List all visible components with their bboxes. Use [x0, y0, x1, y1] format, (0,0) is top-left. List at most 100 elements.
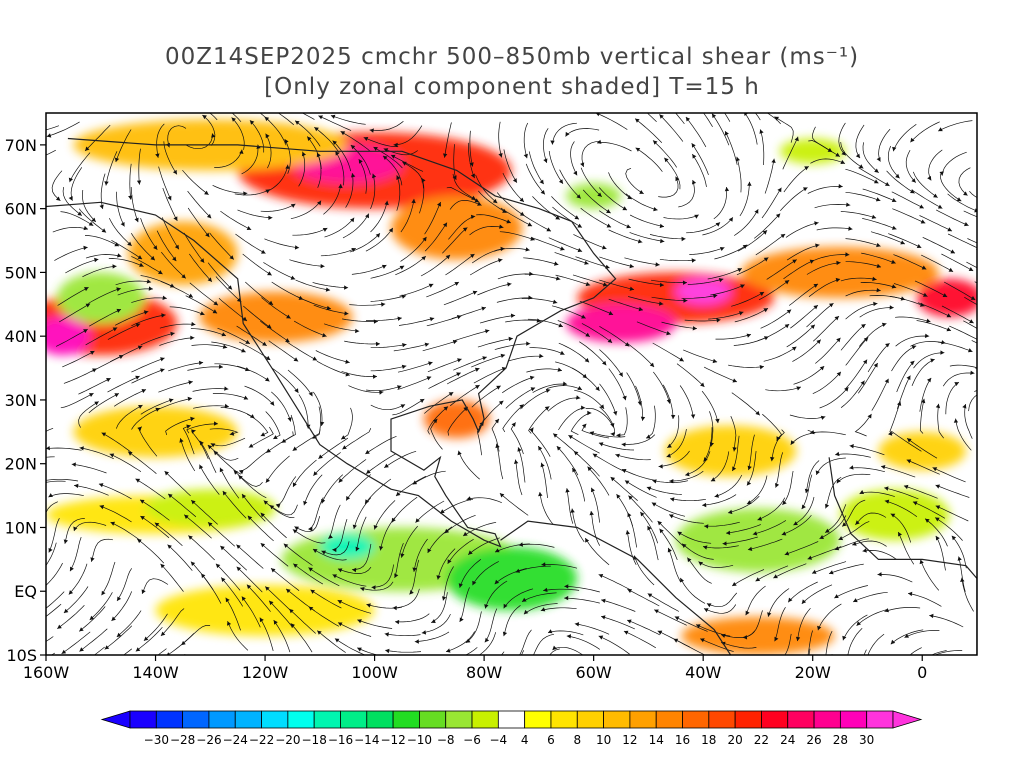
colorbar-tick-label: 24: [780, 733, 795, 747]
streamline-arrow-786: [801, 599, 807, 604]
streamline-arrow-535: [867, 414, 872, 419]
streamline-arrow-193: [411, 198, 416, 204]
streamline-arrow-383: [679, 357, 684, 362]
streamline-233: [494, 247, 530, 252]
streamline-arrow-461: [836, 371, 841, 377]
streamline-265: [395, 255, 427, 276]
streamline-122: [402, 161, 424, 189]
streamline-208: [785, 222, 819, 238]
streamline-404: [272, 368, 299, 394]
streamline-arrow-352: [813, 305, 818, 310]
streamline-603: [746, 475, 768, 505]
streamline-628: [439, 498, 474, 514]
streamline-arrow-276: [718, 278, 724, 283]
streamline-593: [496, 443, 504, 480]
streamline-466: [942, 372, 975, 387]
streamline-448: [473, 367, 507, 384]
streamline-arrow-68: [895, 173, 900, 179]
streamline-arrow-148: [174, 244, 179, 250]
shear-region-12: [916, 278, 977, 318]
streamline-arrow-798: [201, 573, 206, 579]
streamline-789: [877, 574, 913, 583]
streamline-arrow-718: [925, 518, 930, 523]
streamline-780: [667, 547, 681, 582]
streamline-arrow-636: [646, 486, 652, 491]
streamline-arrow-801: [265, 586, 270, 591]
streamline-arrow-485: [530, 387, 536, 392]
streamline-arrow-188: [294, 245, 300, 250]
streamline-arrow-139: [891, 198, 897, 202]
streamline-arrow-710: [703, 545, 708, 550]
streamline-264: [370, 265, 405, 279]
streamline-35: [938, 120, 973, 132]
streamline-71: [941, 151, 967, 176]
streamline-461: [812, 371, 842, 395]
streamline-797: [160, 608, 185, 637]
streamline-arrow-486: [545, 388, 551, 393]
streamline-arrow-154: [338, 183, 343, 189]
streamline-529: [703, 427, 713, 462]
streamline-arrow-633: [587, 466, 592, 472]
streamline-arrow-660: [355, 546, 360, 552]
streamline-228: [365, 227, 394, 252]
streamline-814: [601, 599, 636, 612]
streamline-835: [225, 597, 241, 631]
streamline-arrow-873: [273, 620, 278, 625]
streamline-arrow-159: [477, 201, 482, 206]
streamline-729: [260, 542, 289, 567]
streamline-261: [295, 279, 331, 291]
shear-region-14: [73, 406, 238, 458]
streamline-arrow-665: [463, 531, 468, 536]
streamline-808: [465, 611, 482, 644]
streamline-721: [68, 563, 88, 595]
streamline-arrow-572: [849, 444, 854, 449]
streamline-880: [465, 647, 478, 655]
streamline-66: [840, 141, 864, 169]
streamline-591: [412, 470, 446, 485]
streamline-602: [714, 474, 743, 498]
streamline-arrow-195: [470, 214, 476, 219]
streamline-arrow-443: [379, 390, 384, 395]
streamline-84: [350, 144, 371, 175]
streamline-arrow-54: [539, 179, 544, 185]
streamline-arrow-677: [781, 531, 787, 536]
streamline-337: [398, 317, 435, 326]
streamline-458: [731, 392, 761, 416]
streamline-arrow-726: [188, 535, 193, 540]
streamline-156: [370, 173, 376, 210]
streamline-arrow-39: [136, 180, 142, 185]
colorbar-tick-label: −14: [354, 733, 379, 747]
streamline-arrow-554: [384, 463, 389, 468]
streamline-377: [494, 343, 531, 350]
streamline-53: [503, 149, 518, 183]
streamline-arrow-313: [740, 284, 745, 289]
streamline-840: [337, 622, 372, 637]
streamline-arrow-244: [815, 243, 820, 248]
streamline-859: [847, 627, 863, 655]
streamline-arrow-732: [337, 568, 343, 573]
streamline-240: [689, 247, 725, 255]
streamline-arrow-225: [320, 264, 325, 269]
streamline-arrow-72: [55, 196, 61, 201]
streamline-arrow-812: [540, 607, 546, 612]
streamline-arrow-372: [402, 343, 407, 348]
streamline-arrow-307: [581, 314, 586, 319]
streamline-169: [713, 186, 728, 220]
streamline-660: [355, 516, 367, 552]
streamline-arrow-120: [358, 159, 363, 164]
streamline-123: [446, 187, 480, 203]
streamline-arrow-302: [454, 282, 459, 286]
streamline-arrow-884: [552, 645, 557, 650]
streamline-790: [920, 559, 940, 591]
streamline-728: [236, 544, 264, 569]
streamline-534: [810, 431, 846, 436]
streamline-201: [608, 229, 643, 243]
streamline-arrow-707: [640, 511, 645, 517]
streamline-arrow-168: [692, 180, 697, 185]
streamline-arrow-553: [366, 469, 371, 474]
streamline-arrow-723: [117, 596, 122, 601]
zonal-shear-shading: [46, 119, 977, 655]
streamline-arrow-666: [499, 493, 505, 498]
streamline-arrow-137: [838, 184, 843, 189]
streamline-549: [265, 455, 290, 483]
